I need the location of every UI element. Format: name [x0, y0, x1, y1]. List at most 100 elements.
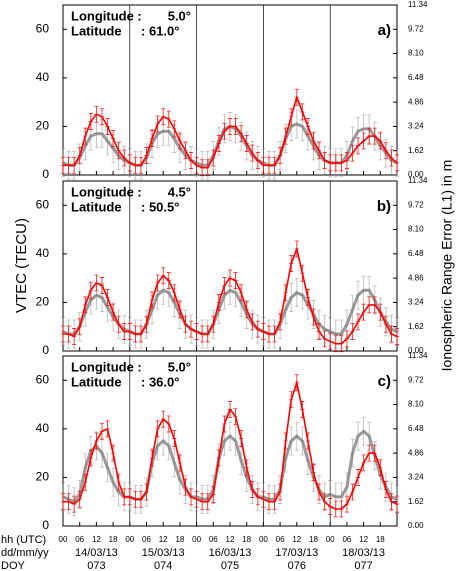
longitude-label: Longitude : — [71, 8, 142, 23]
point-marker — [205, 325, 210, 343]
panel: 0 20 40 60 0.00 1.62 3.24 4.86 6.48 8.10 9.72 11.34… — [36, 176, 428, 357]
point-marker — [194, 323, 199, 340]
point-marker — [344, 330, 349, 348]
y2-tick-label: 3.24 — [408, 298, 424, 307]
y2-tick-label: 9.72 — [408, 375, 424, 384]
point-marker — [305, 432, 310, 450]
point-marker — [333, 482, 338, 512]
point-marker — [305, 446, 310, 475]
point-marker — [172, 120, 177, 138]
point-marker — [83, 296, 88, 314]
point-marker — [88, 121, 93, 151]
point-marker — [133, 325, 138, 343]
x-tick-label: 00 — [326, 535, 335, 544]
point-marker — [289, 108, 294, 126]
point-marker — [356, 421, 361, 451]
point-marker — [289, 391, 294, 409]
y-tick-label: 0 — [42, 167, 49, 181]
point-marker — [367, 421, 372, 451]
point-marker — [294, 109, 299, 139]
point-marker — [127, 323, 132, 340]
y-tick-label: 40 — [36, 246, 50, 260]
point-marker — [250, 481, 255, 498]
x-tick-label: 18 — [175, 535, 184, 544]
point-marker — [383, 142, 388, 160]
y2-tick-label: 0.00 — [408, 346, 424, 355]
y-tick-label: 60 — [36, 197, 50, 211]
point-marker — [72, 328, 77, 345]
point-marker — [356, 469, 361, 486]
point-marker — [244, 301, 249, 319]
point-marker — [239, 430, 244, 447]
point-marker — [395, 328, 399, 345]
point-marker — [389, 149, 394, 167]
point-marker — [183, 478, 188, 496]
point-marker — [239, 446, 244, 475]
point-marker — [88, 449, 93, 467]
point-marker — [88, 285, 93, 315]
point-marker — [228, 118, 232, 135]
point-marker — [250, 144, 255, 162]
point-marker — [105, 118, 110, 135]
point-marker — [228, 401, 232, 418]
point-marker — [228, 421, 232, 451]
point-marker — [211, 149, 216, 167]
point-marker — [266, 156, 271, 174]
point-marker — [266, 325, 271, 343]
point-marker — [94, 274, 99, 292]
y-tick-label: 0 — [42, 518, 49, 532]
doy-label: 076 — [288, 560, 306, 571]
point-marker — [166, 110, 171, 128]
point-marker — [361, 454, 366, 472]
point-marker — [150, 130, 155, 147]
point-marker — [155, 274, 160, 292]
y2-tick-label: 8.10 — [408, 400, 424, 409]
point-marker — [161, 275, 166, 305]
point-marker — [166, 431, 171, 461]
point-marker — [111, 303, 116, 321]
point-marker — [222, 277, 227, 294]
y2-tick-label: 11.34 — [408, 176, 428, 185]
point-marker — [372, 444, 377, 462]
point-marker — [311, 132, 316, 150]
point-marker — [283, 127, 288, 145]
point-marker — [155, 115, 160, 133]
point-marker — [111, 444, 116, 462]
point-marker — [155, 280, 160, 310]
point-marker — [333, 500, 338, 518]
point-marker — [155, 119, 160, 149]
point-marker — [88, 113, 93, 130]
point-marker — [177, 301, 182, 319]
point-marker — [189, 320, 194, 338]
x-tick-label: 12 — [292, 535, 301, 544]
point-marker — [261, 323, 266, 340]
point-marker — [172, 288, 177, 317]
latitude-value: : 61.0° — [141, 23, 179, 38]
y-tick-label: 0 — [42, 343, 49, 357]
point-marker — [111, 467, 116, 497]
point-marker — [161, 410, 166, 428]
point-marker — [344, 152, 349, 169]
point-marker — [383, 315, 388, 333]
point-marker — [189, 488, 194, 506]
panel-label: a) — [378, 22, 391, 39]
point-marker — [200, 159, 205, 177]
y2-tick-label: 11.34 — [408, 351, 428, 360]
point-marker — [127, 154, 132, 172]
point-marker — [372, 296, 377, 314]
point-marker — [383, 481, 388, 498]
point-marker — [111, 130, 116, 147]
point-marker — [300, 112, 305, 141]
x-tick-label: 18 — [376, 535, 385, 544]
point-marker — [294, 374, 299, 392]
point-marker — [222, 280, 227, 310]
point-marker — [122, 149, 127, 167]
y-tick-label: 40 — [36, 70, 50, 84]
date-label: 14/03/13 — [75, 547, 118, 559]
row-label: hh (UTC) — [1, 534, 46, 546]
point-marker — [94, 432, 99, 450]
point-marker — [138, 156, 143, 174]
point-marker — [305, 118, 310, 135]
point-marker — [194, 490, 199, 508]
point-marker — [205, 159, 210, 177]
